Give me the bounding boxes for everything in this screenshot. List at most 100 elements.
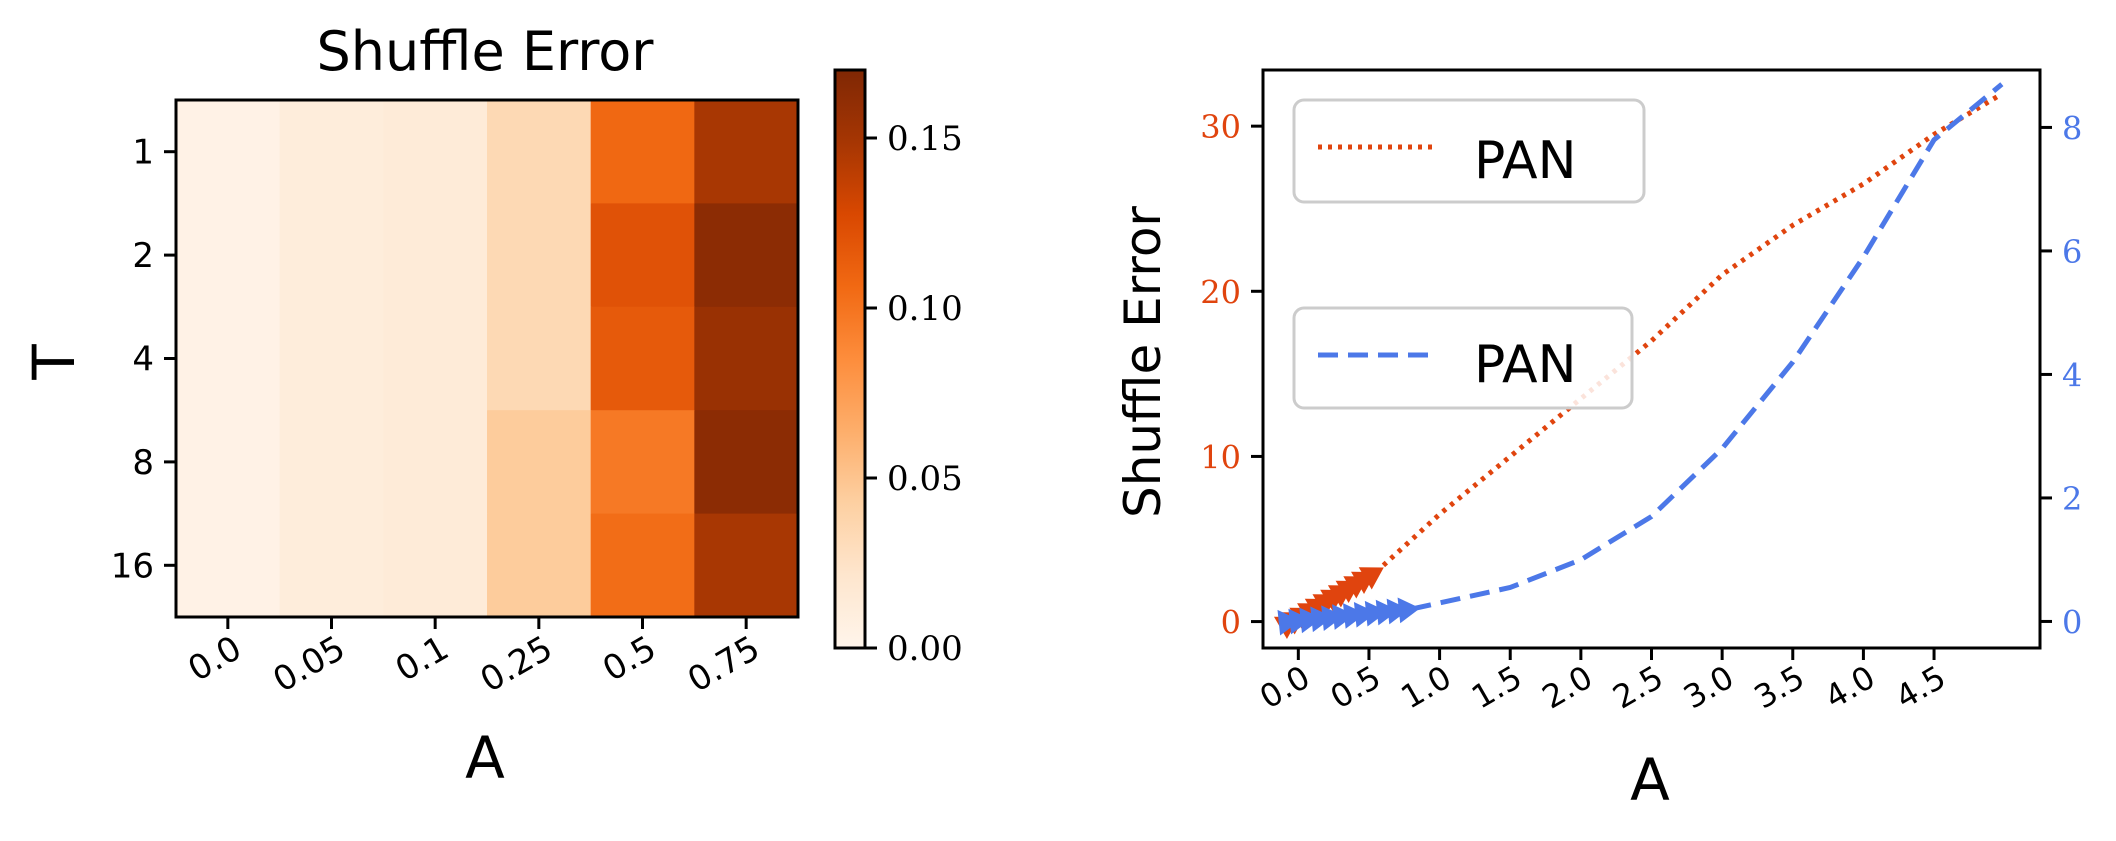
heatmap-x-ticks: 0.0 0.05 0.1 0.25 0.5 0.75 bbox=[182, 617, 767, 701]
line-plot-x-tick-label: 0.0 bbox=[1253, 658, 1316, 716]
heatmap-cell bbox=[487, 203, 592, 308]
heatmap-cell bbox=[590, 513, 695, 618]
arrow-marker bbox=[1288, 608, 1312, 635]
line-plot-x-tick-label: 4.5 bbox=[1889, 658, 1952, 716]
series-line-red bbox=[1374, 94, 1999, 574]
legend-red-box bbox=[1292, 98, 1646, 204]
heatmap-cell bbox=[176, 513, 281, 618]
heatmap-x-tick-label: 0.1 bbox=[389, 628, 456, 690]
colorbar-gradient bbox=[833, 68, 867, 650]
heatmap-y-tick-label: 2 bbox=[132, 236, 154, 276]
line-plot-x-tick-label: 3.0 bbox=[1677, 658, 1740, 716]
line-plot-left-y-tick-label: 30 bbox=[1200, 108, 1241, 146]
heatmap-cell bbox=[590, 100, 695, 204]
heatmap-cell bbox=[383, 410, 488, 515]
heatmap-cell bbox=[487, 306, 592, 411]
heatmap-x-tick-label: 0.0 bbox=[182, 628, 249, 690]
arrow-marker bbox=[1353, 602, 1377, 628]
heatmap-cell bbox=[487, 513, 592, 618]
line-plot-y-axis-label: Shuffle Error bbox=[1114, 206, 1172, 518]
arrow-marker bbox=[1310, 606, 1333, 633]
arrow-marker bbox=[1375, 599, 1399, 626]
heatmap-cell bbox=[383, 203, 488, 308]
arrow-marker bbox=[1397, 597, 1421, 624]
line-plot-x-tick-label: 4.0 bbox=[1818, 658, 1881, 716]
heatmap-cell bbox=[279, 100, 384, 204]
heatmap-cell bbox=[694, 410, 799, 515]
heatmap-cell bbox=[383, 513, 488, 618]
colorbar-tick-label: 0.15 bbox=[887, 119, 963, 159]
line-plot-left-y-tick-label: 10 bbox=[1200, 438, 1241, 476]
line-plot-left-y-tick-label: 0 bbox=[1221, 604, 1241, 642]
heatmap-y-tick-label: 1 bbox=[132, 133, 154, 173]
colorbar: 0.00 0.05 0.10 0.15 bbox=[833, 68, 963, 669]
legend-blue-label: PAN bbox=[1474, 335, 1577, 395]
heatmap-y-tick-label: 8 bbox=[132, 443, 154, 483]
heatmap-cell bbox=[487, 410, 592, 515]
heatmap-y-axis-label: T bbox=[20, 344, 88, 381]
line-plot-x-ticks: 0.0 0.5 1.0 1.5 2.0 2.5 3.0 3.5 4.0 4.5 bbox=[1253, 648, 1952, 716]
colorbar-tick-label: 0.10 bbox=[887, 289, 963, 329]
arrow-marker bbox=[1299, 607, 1323, 634]
heatmap-cell bbox=[694, 306, 799, 411]
colorbar-tick-label: 0.05 bbox=[887, 459, 963, 499]
legend-blue: PAN bbox=[1292, 306, 1634, 410]
heatmap-cell bbox=[279, 513, 384, 618]
heatmap-cell bbox=[383, 100, 488, 204]
heatmap-cell bbox=[590, 203, 695, 308]
arrow-marker bbox=[1364, 600, 1388, 627]
line-plot-x-tick-label: 2.0 bbox=[1536, 658, 1599, 716]
line-plot-x-tick-label: 3.5 bbox=[1748, 658, 1811, 716]
line-plot-x-tick-label: 2.5 bbox=[1606, 658, 1669, 716]
arrow-marker bbox=[1277, 609, 1301, 636]
heatmap-cell bbox=[176, 100, 281, 204]
line-plot-right-y-tick-label: 4 bbox=[2062, 356, 2082, 394]
heatmap-cell bbox=[279, 306, 384, 411]
heatmap-cell bbox=[590, 410, 695, 515]
line-plot-left-y-ticks: 0 10 20 30 bbox=[1200, 108, 1263, 642]
heatmap-cell bbox=[590, 306, 695, 411]
arrow-marker bbox=[1332, 604, 1355, 630]
heatmap-y-tick-label: 4 bbox=[132, 340, 154, 380]
heatmap-cell bbox=[279, 203, 384, 308]
line-plot-x-tick-label: 1.0 bbox=[1395, 658, 1458, 716]
heatmap-cell bbox=[487, 100, 592, 204]
heatmap-x-tick-label: 0.05 bbox=[266, 628, 352, 700]
colorbar-ticks: 0.00 0.05 0.10 0.15 bbox=[865, 119, 963, 669]
line-plot-x-axis-label: A bbox=[1630, 746, 1670, 814]
line-plot-right-y-tick-label: 2 bbox=[2062, 480, 2082, 518]
line-plot-x-tick-label: 0.5 bbox=[1324, 658, 1387, 716]
line-plot-series bbox=[1273, 82, 2004, 640]
line-plot-right-y-tick-label: 0 bbox=[2062, 603, 2082, 641]
series-line-blue bbox=[1410, 82, 2004, 612]
legend-red-label: PAN bbox=[1474, 131, 1577, 191]
heatmap-x-tick-label: 0.5 bbox=[596, 628, 663, 690]
heatmap-y-tick-label: 16 bbox=[111, 546, 154, 586]
line-plot-right-y-tick-label: 6 bbox=[2062, 233, 2082, 271]
arrow-marker bbox=[1321, 605, 1344, 632]
heatmap-cell bbox=[694, 203, 799, 308]
heatmap-cell bbox=[176, 203, 281, 308]
heatmap-cell bbox=[279, 410, 384, 515]
heatmap-x-axis-label: A bbox=[465, 724, 505, 792]
heatmap-cell bbox=[176, 410, 281, 515]
heatmap-cell bbox=[694, 100, 799, 204]
line-plot-right-y-ticks: 0 2 4 6 8 bbox=[2040, 109, 2082, 641]
heatmap-x-tick-label: 0.75 bbox=[681, 628, 767, 700]
heatmap-panel: Shuffle Error 0.0 0.05 0.1 0.25 0.5 0.75 1 2 4 8… bbox=[20, 20, 800, 792]
heatmap-x-tick-label: 0.25 bbox=[474, 628, 560, 700]
line-plot-x-tick-label: 1.5 bbox=[1465, 658, 1528, 716]
heatmap-cells bbox=[176, 100, 799, 618]
legend-red: PAN bbox=[1292, 98, 1646, 204]
heatmap-title: Shuffle Error bbox=[317, 20, 655, 83]
heatmap-cell bbox=[694, 513, 799, 618]
line-plot-right-y-tick-label: 8 bbox=[2062, 109, 2082, 147]
arrow-marker bbox=[1343, 603, 1366, 629]
heatmap-y-ticks: 1 2 4 8 16 bbox=[111, 133, 176, 586]
heatmap-cell bbox=[176, 306, 281, 411]
legend-blue-box bbox=[1292, 306, 1634, 410]
heatmap-cell bbox=[383, 306, 488, 411]
line-plot-left-y-tick-label: 20 bbox=[1200, 273, 1241, 311]
